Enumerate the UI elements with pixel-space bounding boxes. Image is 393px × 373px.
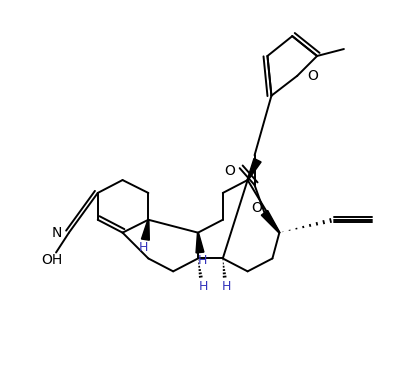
Text: H: H bbox=[198, 280, 208, 293]
Polygon shape bbox=[247, 159, 261, 180]
Text: O: O bbox=[251, 201, 262, 215]
Text: O: O bbox=[307, 69, 318, 83]
Polygon shape bbox=[141, 220, 149, 240]
Text: H: H bbox=[222, 280, 231, 293]
Polygon shape bbox=[196, 233, 204, 253]
Text: N: N bbox=[51, 226, 62, 240]
Text: H: H bbox=[197, 254, 207, 267]
Polygon shape bbox=[261, 210, 280, 233]
Text: H: H bbox=[139, 241, 148, 254]
Text: O: O bbox=[224, 164, 235, 178]
Text: OH: OH bbox=[41, 253, 63, 267]
